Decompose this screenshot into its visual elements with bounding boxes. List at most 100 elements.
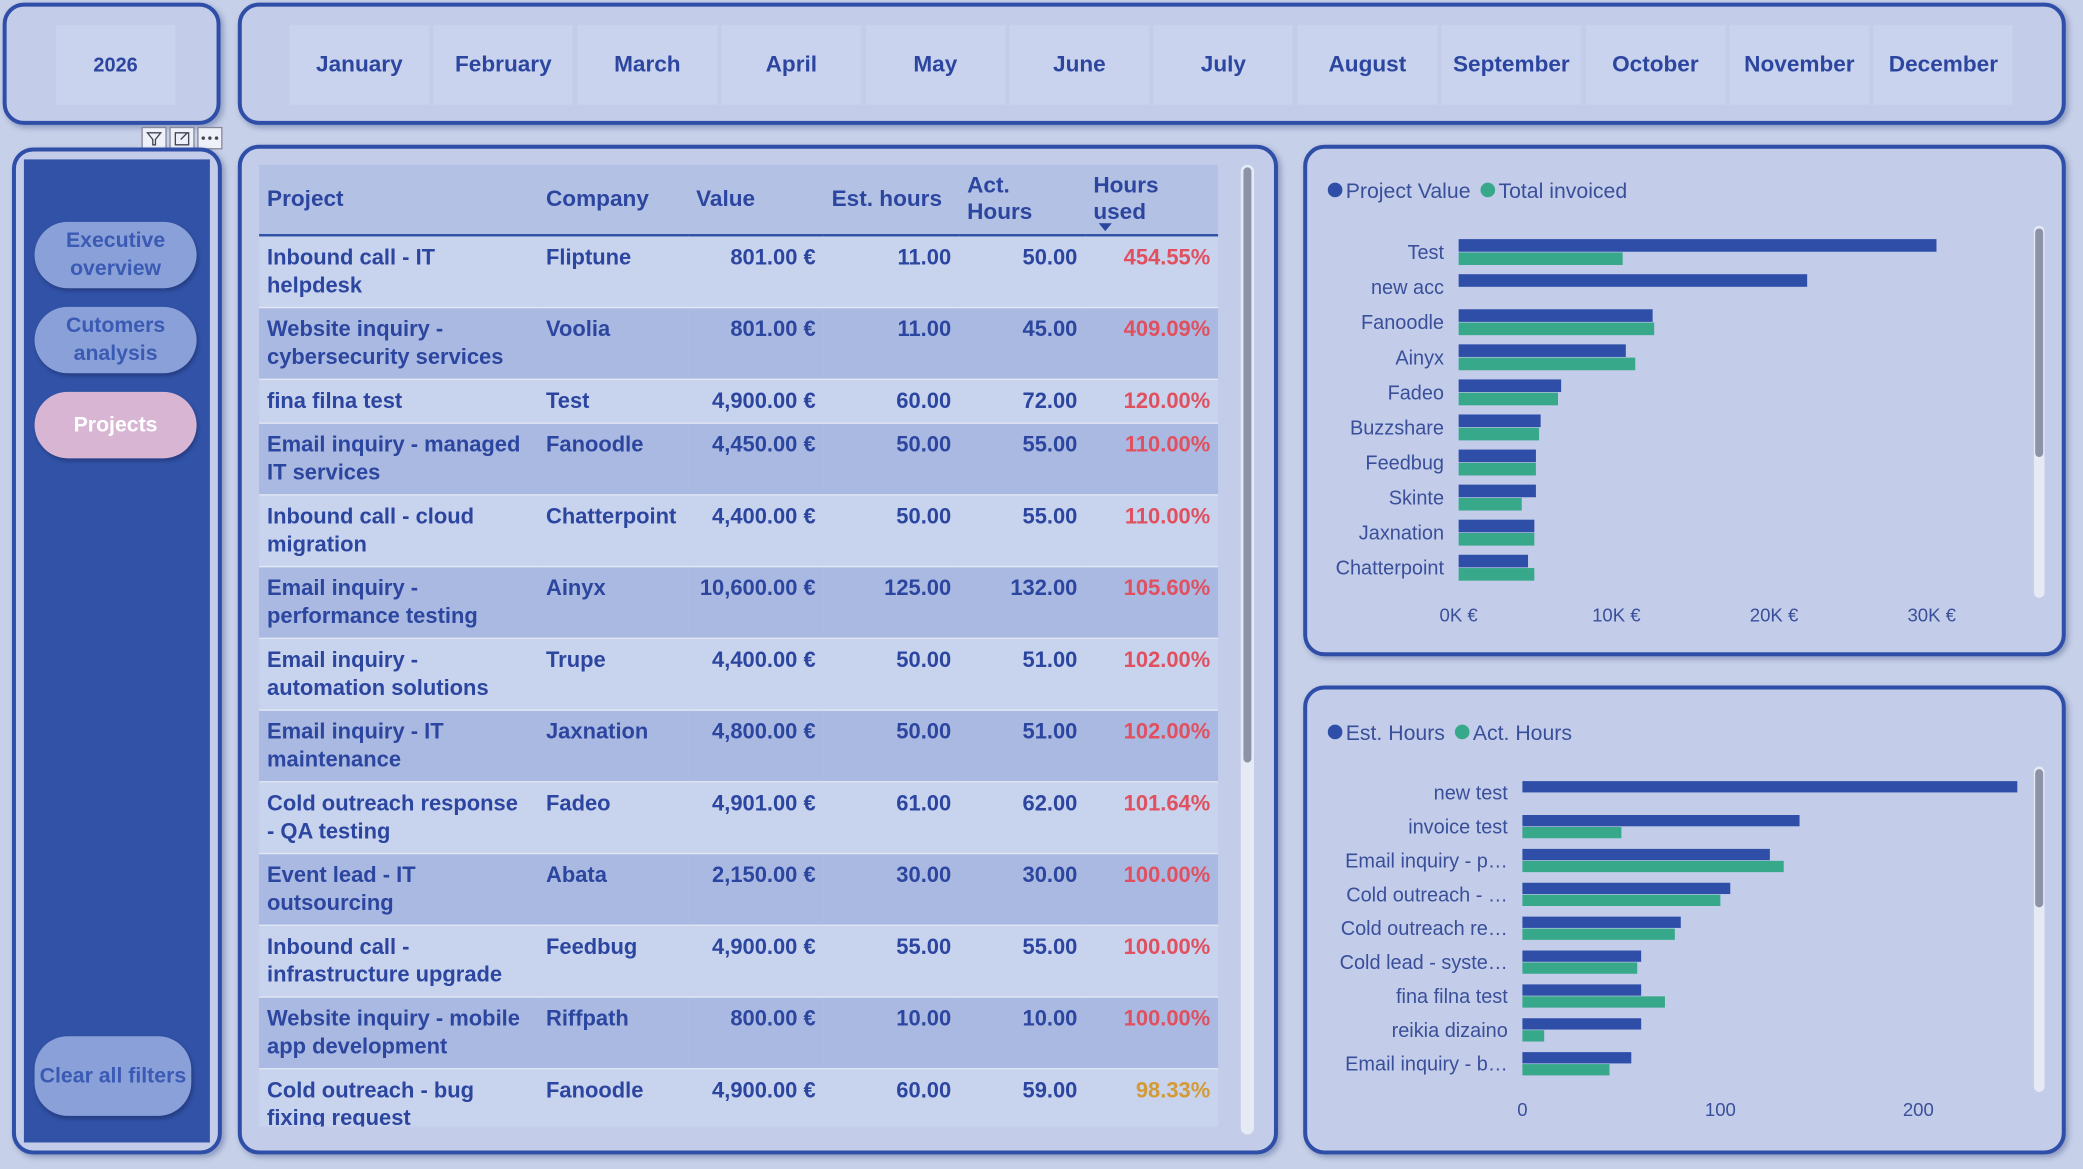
table-row[interactable]: Event lead - IT outsourcing Abata 2,150.00…	[259, 853, 1219, 926]
month-button[interactable]: January	[289, 25, 430, 105]
table-cell: Inbound call - cloud migration	[259, 494, 539, 568]
table-cell: 132.00	[959, 566, 1086, 639]
y-tick-label: invoice test	[1408, 817, 1508, 839]
table-cell: 100.00%	[1085, 925, 1219, 998]
y-tick-label: Fadeo	[1388, 382, 1444, 404]
table-cell: Abata	[538, 853, 689, 926]
y-tick-label: Buzzshare	[1350, 417, 1444, 439]
table-cell: 30.00	[959, 853, 1086, 926]
table-cell: 100.00%	[1085, 997, 1219, 1070]
scroll-thumb[interactable]	[2035, 769, 2044, 908]
legend-label: Est. Hours	[1346, 721, 1445, 745]
column-header[interactable]: Act. Hours	[959, 164, 1086, 237]
month-button[interactable]: October	[1585, 25, 1726, 105]
month-button[interactable]: July	[1153, 25, 1294, 105]
table-cell: 120.00%	[1085, 379, 1219, 424]
month-button[interactable]: September	[1441, 25, 1582, 105]
table-cell: 60.00	[823, 379, 960, 424]
header-row: Project Company Value Est. hours Act. Hours H…	[259, 164, 1219, 237]
bar	[1458, 427, 1540, 441]
table-row[interactable]: Website inquiry - mobile app development…	[259, 997, 1219, 1070]
table-row[interactable]: Email inquiry - performance testing Ainyx…	[259, 566, 1219, 639]
column-header[interactable]: Project	[259, 164, 539, 237]
table-row[interactable]: Inbound call - infrastructure upgrade Fee…	[259, 925, 1219, 998]
month-button[interactable]: February	[433, 25, 574, 105]
table-row[interactable]: Email inquiry - automation solutions Trup…	[259, 638, 1219, 711]
table-row[interactable]: Cold outreach - bug fixing request Fanood…	[259, 1068, 1219, 1127]
table-cell: 55.00	[959, 925, 1086, 998]
table-cell: 454.55%	[1085, 235, 1219, 309]
table-viewport: Project Company Value Est. hours Act. Hours H…	[259, 164, 1219, 1127]
table-row[interactable]: fina filna test Test 4,900.00 €60.00 72.00 1…	[259, 379, 1219, 424]
y-tick-label: Test	[1408, 242, 1445, 264]
projects-table: Project Company Value Est. hours Act. Hours H…	[259, 164, 1219, 1127]
y-tick-label: Jaxnation	[1359, 523, 1444, 545]
bar	[1458, 322, 1655, 336]
month-button[interactable]: December	[1873, 25, 2014, 105]
y-tick-label: Email inquiry - p…	[1345, 850, 1508, 872]
table-row[interactable]: Email inquiry - managed IT services Fanoo…	[259, 423, 1219, 496]
month-button[interactable]: November	[1729, 25, 1870, 105]
bar	[1458, 379, 1562, 393]
table-row[interactable]: Email inquiry - IT maintenance Jaxnation 4…	[259, 710, 1219, 783]
table-row[interactable]: Inbound call - IT helpdesk Fliptune 801.00…	[259, 235, 1219, 309]
month-button[interactable]: May	[865, 25, 1006, 105]
table-cell: 72.00	[959, 379, 1086, 424]
table-cell: Fanoodle	[538, 1068, 689, 1127]
x-tick-label: 10K €	[1592, 605, 1641, 626]
month-button[interactable]: June	[1009, 25, 1150, 105]
column-header[interactable]: Est. hours	[823, 164, 960, 237]
column-header[interactable]: Value	[688, 164, 824, 237]
column-header[interactable]: Company	[538, 164, 689, 237]
table-cell: 55.00	[959, 423, 1086, 496]
bar	[1522, 826, 1622, 839]
table-cell: Email inquiry - managed IT services	[259, 423, 539, 496]
nav-button[interactable]: Cutomers analysis	[34, 306, 197, 374]
scroll-thumb[interactable]	[2035, 228, 2044, 457]
bar	[1458, 519, 1535, 533]
y-tick-label: new test	[1434, 783, 1509, 805]
focus-glyph	[174, 132, 190, 146]
column-header[interactable]: Hours used	[1085, 164, 1219, 237]
sort-indicator	[1098, 223, 1112, 232]
table-row[interactable]: Website inquiry - cybersecurity services…	[259, 307, 1219, 380]
month-button[interactable]: March	[577, 25, 718, 105]
bar	[1458, 414, 1541, 428]
legend-marker	[1327, 724, 1343, 740]
bar	[1522, 916, 1681, 928]
bar	[1458, 309, 1653, 322]
month-button[interactable]: April	[721, 25, 862, 105]
table-cell: 60.00	[823, 1068, 960, 1127]
bar	[1522, 848, 1770, 861]
visual-header-icons	[141, 126, 223, 150]
legend-marker	[1327, 182, 1343, 198]
table-cell: 10.00	[823, 997, 960, 1070]
table-cell: Website inquiry - mobile app development	[259, 997, 539, 1070]
bar	[1522, 815, 1800, 827]
table-cell: 125.00	[823, 566, 960, 639]
month-button[interactable]: August	[1297, 25, 1438, 105]
bar	[1458, 568, 1535, 581]
nav-button[interactable]: Executive overview	[34, 221, 197, 289]
table-cell: 51.00	[959, 638, 1086, 711]
scroll-thumb[interactable]	[1243, 167, 1252, 763]
bar	[1522, 950, 1642, 962]
table-cell: Cold outreach response - QA testing	[259, 781, 539, 855]
bar	[1522, 1052, 1632, 1064]
y-tick-label: fina filna test	[1396, 986, 1508, 1008]
table-cell: 62.00	[959, 781, 1086, 855]
table-cell: 10,600.00 €	[688, 566, 824, 639]
nav-button[interactable]: Projects	[34, 391, 197, 459]
table-row[interactable]: Cold outreach response - QA testing Fadeo…	[259, 781, 1219, 855]
table-cell: Inbound call - infrastructure upgrade	[259, 925, 539, 998]
table-cell: 4,400.00 €	[688, 494, 824, 568]
year-button[interactable]: 2026	[55, 25, 176, 105]
table-cell: 30.00	[823, 853, 960, 926]
dot	[201, 136, 205, 140]
bar	[1458, 497, 1522, 511]
table-row[interactable]: Inbound call - cloud migration Chatterpoi…	[259, 494, 1219, 568]
y-tick-label: Skinte	[1389, 488, 1444, 510]
clear-filters-button[interactable]: Clear all filters	[34, 1036, 192, 1116]
